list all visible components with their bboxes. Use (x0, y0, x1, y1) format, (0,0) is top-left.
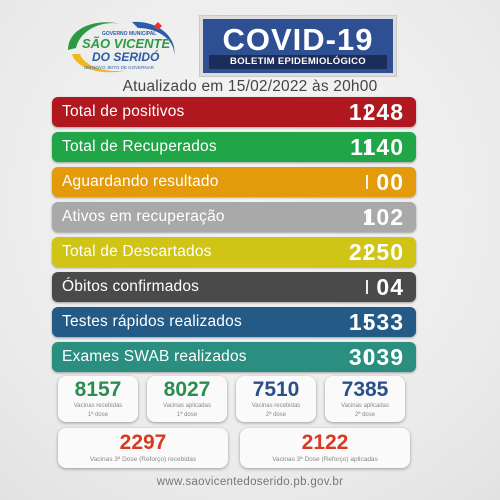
vaccine-card-applied-dose2: 7385 Vacinas aplicadas 2ª dose (325, 376, 405, 422)
vaccine-caption: Vacinas aplicadas (163, 403, 211, 409)
stat-divider (366, 105, 368, 119)
municipality-logo: GOVERNO MUNICIPAL SÃO VICENTE DO SERIDÓ … (68, 21, 175, 73)
stat-value: 1533 (348, 309, 404, 335)
stat-row-rapid-tests: Testes rápidos realizados 1533 (52, 307, 416, 337)
stat-divider (366, 315, 368, 329)
stat-divider (366, 245, 368, 259)
vaccine-caption: Vacinas recebidas (73, 403, 123, 409)
vaccine-card-received-dose2: 7510 Vacinas recebidas 2ª dose (236, 376, 316, 422)
stat-row-awaiting-results: Aguardando resultado 00 (52, 167, 416, 197)
booster-value: 2122 (301, 431, 349, 454)
stat-value: 1140 (350, 134, 404, 160)
covid-title-box: COVID-19 BOLETIM EPIDEMIOLÓGICO (200, 16, 396, 76)
stat-row-active-recovering: Ativos em recuperação 102 (52, 202, 416, 232)
stat-row-total-recovered: Total de Recuperados 1140 (52, 132, 416, 162)
bulletin-subtitle: BOLETIM EPIDEMIOLÓGICO (209, 55, 387, 69)
stat-row-swab-exams: Exames SWAB realizados 3039 (52, 342, 416, 372)
stat-divider (366, 175, 368, 189)
booster-caption: Vacinas 3ª Dose (Reforço) recebidas (89, 456, 197, 463)
vaccine-value: 8157 (74, 378, 122, 401)
booster-card-applied: 2122 Vacinas 3ª Dose (Reforço) aplicadas (240, 428, 410, 468)
stat-value: 3039 (348, 344, 404, 370)
booster-card-received: 2297 Vacinas 3ª Dose (Reforço) recebidas (58, 428, 228, 468)
vaccine-value: 7385 (341, 378, 389, 401)
logo-line2: SÃO VICENTE (82, 36, 170, 51)
vaccine-dose: 1ª dose (87, 412, 109, 418)
stat-label: Aguardando resultado (62, 173, 219, 190)
stat-row-total-positives: Total de positivos 1248 (52, 97, 416, 127)
stat-label: Ativos em recuperação (62, 208, 225, 225)
stat-label: Total de Descartados (62, 243, 212, 260)
stat-value: 04 (376, 274, 404, 300)
vaccine-card-received-dose1: 8157 Vacinas recebidas 1ª dose (58, 376, 138, 422)
booster-caption: Vacinas 3ª Dose (Reforço) aplicadas (272, 456, 378, 463)
stat-value: 00 (376, 169, 404, 195)
covid-title: COVID-19 (222, 22, 374, 57)
stat-divider (366, 350, 368, 364)
vaccine-dose: 2ª dose (354, 412, 376, 418)
stat-value: 102 (362, 204, 404, 230)
vaccine-dose: 1ª dose (176, 412, 198, 418)
logo-tagline: UM NOVO JEITO DE GOVERNAR (84, 65, 155, 70)
stat-label: Óbitos confirmados (62, 278, 200, 295)
logo-line3: DO SERIDÓ (92, 49, 160, 64)
stat-divider (366, 140, 368, 154)
stat-value: 2250 (348, 239, 404, 265)
stat-label: Exames SWAB realizados (62, 348, 247, 365)
stat-value: 1248 (348, 99, 404, 125)
logo-line1: GOVERNO MUNICIPAL (102, 31, 156, 37)
stat-row-confirmed-deaths: Óbitos confirmados 04 (52, 272, 416, 302)
stat-divider (366, 280, 368, 294)
vaccine-caption: Vacinas aplicadas (341, 403, 389, 409)
vaccine-card-applied-dose1: 8027 Vacinas aplicadas 1ª dose (147, 376, 227, 422)
update-timestamp: Atualizado em 15/02/2022 às 20h00 (122, 78, 378, 95)
stat-label: Total de positivos (62, 103, 185, 120)
stat-divider (366, 210, 368, 224)
stat-label: Total de Recuperados (62, 138, 217, 155)
stat-label: Testes rápidos realizados (62, 313, 242, 330)
vaccine-value: 7510 (252, 378, 300, 401)
vaccine-dose: 2ª dose (265, 412, 287, 418)
website-link[interactable]: www.saovicentedoserido.pb.gov.br (156, 476, 344, 488)
vaccine-value: 8027 (163, 378, 211, 401)
booster-value: 2297 (119, 431, 167, 454)
stat-row-total-discarded: Total de Descartados 2250 (52, 237, 416, 267)
vaccine-caption: Vacinas recebidas (251, 403, 301, 409)
